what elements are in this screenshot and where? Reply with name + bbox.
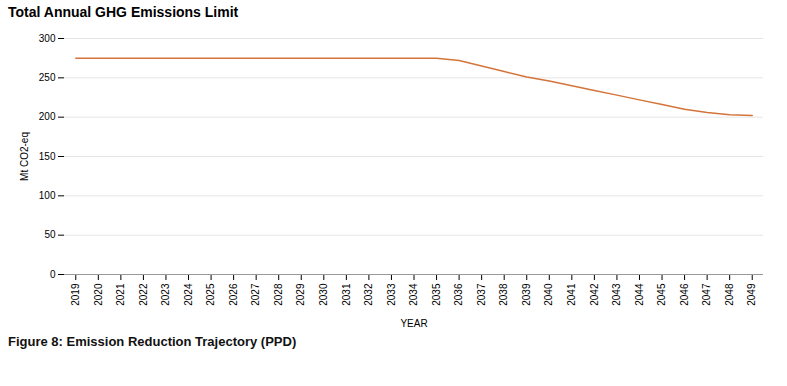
svg-text:2019: 2019 — [70, 283, 81, 306]
svg-text:300: 300 — [39, 33, 56, 44]
html-text:Figure 8: Emission Reduction T: Figure 8: Emission Reduction Trajectory … — [8, 334, 297, 349]
svg-text:2035: 2035 — [431, 283, 442, 306]
svg-text:2042: 2042 — [589, 283, 600, 306]
svg-text:0: 0 — [50, 269, 56, 280]
svg-text:200: 200 — [39, 111, 56, 122]
svg-text:2022: 2022 — [138, 283, 149, 306]
svg-text:2045: 2045 — [656, 283, 667, 306]
svg-text:2036: 2036 — [453, 283, 464, 306]
svg-text:2029: 2029 — [295, 283, 306, 306]
svg-text:100: 100 — [39, 190, 56, 201]
svg-text:2034: 2034 — [408, 283, 419, 306]
svg-text:YEAR: YEAR — [400, 318, 427, 329]
svg-text:250: 250 — [39, 72, 56, 83]
svg-text:2037: 2037 — [476, 283, 487, 306]
svg-text:2044: 2044 — [634, 283, 645, 306]
svg-text:2020: 2020 — [93, 283, 104, 306]
svg-text:2023: 2023 — [160, 283, 171, 306]
svg-text:2047: 2047 — [701, 283, 712, 306]
svg-text:2027: 2027 — [250, 283, 261, 306]
svg-text:2031: 2031 — [341, 283, 352, 306]
svg-text:2038: 2038 — [498, 283, 509, 306]
svg-text:2028: 2028 — [273, 283, 284, 306]
svg-text:2032: 2032 — [363, 283, 374, 306]
svg-text:150: 150 — [39, 151, 56, 162]
svg-text:2048: 2048 — [724, 283, 735, 306]
svg-text:2021: 2021 — [115, 283, 126, 306]
svg-text:2030: 2030 — [318, 283, 329, 306]
svg-text:2033: 2033 — [386, 283, 397, 306]
svg-text:Mt CO2-eq: Mt CO2-eq — [19, 132, 30, 181]
svg-text:2041: 2041 — [566, 283, 577, 306]
svg-text:50: 50 — [44, 229, 56, 240]
svg-text:2040: 2040 — [543, 283, 554, 306]
svg-text:2024: 2024 — [183, 283, 194, 306]
html-text:Total Annual GHG Emissions Lim: Total Annual GHG Emissions Limit — [8, 4, 239, 20]
svg-text:2039: 2039 — [521, 283, 532, 306]
svg-text:2043: 2043 — [611, 283, 622, 306]
svg-text:2025: 2025 — [205, 283, 216, 306]
svg-text:2046: 2046 — [679, 283, 690, 306]
svg-text:2026: 2026 — [228, 283, 239, 306]
svg-text:2049: 2049 — [746, 283, 757, 306]
